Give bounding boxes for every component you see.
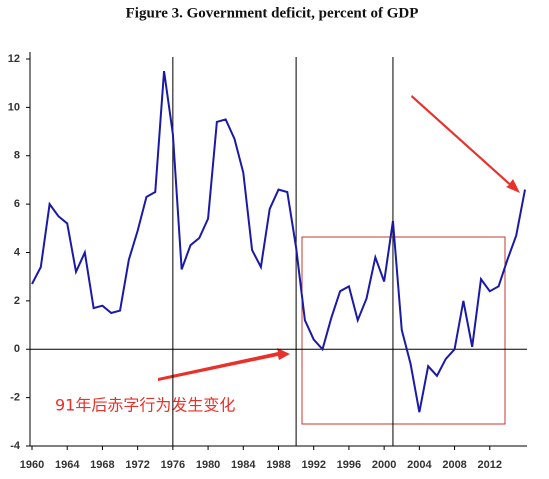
annotation: 91年后赤字行为发生变化 bbox=[55, 396, 235, 415]
y-tick-label: 10 bbox=[8, 101, 20, 113]
x-tick-label: 1964 bbox=[55, 459, 80, 471]
x-tick-label: 1988 bbox=[266, 459, 290, 471]
x-tick-label: 1980 bbox=[196, 459, 220, 471]
y-tick-label: 4 bbox=[14, 246, 21, 258]
x-tick-label: 2008 bbox=[442, 459, 466, 471]
highlight-box bbox=[301, 236, 506, 425]
x-tick-label: 1960 bbox=[20, 459, 44, 471]
x-tick-label: 1996 bbox=[337, 459, 361, 471]
arrows bbox=[158, 95, 520, 381]
data-line bbox=[31, 70, 526, 413]
y-tick-label: 0 bbox=[14, 343, 20, 355]
x-tick-label: 1976 bbox=[161, 459, 185, 471]
y-tick-label: -2 bbox=[10, 392, 20, 404]
x-tick-label: 2012 bbox=[478, 459, 502, 471]
arrow bbox=[411, 95, 520, 193]
y-tick-label: -4 bbox=[10, 440, 21, 452]
x-tick-label: 1992 bbox=[301, 459, 325, 471]
x-tick-label: 2004 bbox=[407, 459, 432, 471]
y-tick-label: 2 bbox=[14, 295, 20, 307]
y-tick-label: 6 bbox=[14, 198, 20, 210]
y-tick-label: 8 bbox=[14, 150, 20, 162]
x-tick-label: 1984 bbox=[231, 459, 256, 471]
x-tick-label: 1972 bbox=[125, 459, 149, 471]
x-tick-label: 1968 bbox=[90, 459, 114, 471]
chart-title: Figure 3. Government deficit, percent of… bbox=[126, 5, 419, 21]
x-tick-label: 2000 bbox=[372, 459, 396, 471]
y-tick-label: 12 bbox=[8, 53, 20, 65]
arrow bbox=[158, 348, 290, 381]
